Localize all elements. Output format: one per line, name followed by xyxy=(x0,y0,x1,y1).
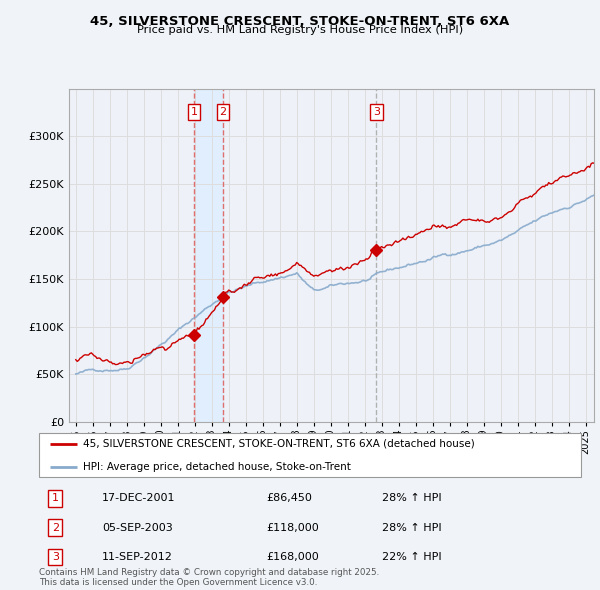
Bar xyxy=(194,88,223,422)
Text: 22% ↑ HPI: 22% ↑ HPI xyxy=(382,552,442,562)
Text: 3: 3 xyxy=(52,552,59,562)
Text: 28% ↑ HPI: 28% ↑ HPI xyxy=(382,493,442,503)
Text: Price paid vs. HM Land Registry's House Price Index (HPI): Price paid vs. HM Land Registry's House … xyxy=(137,25,463,35)
Text: 1: 1 xyxy=(52,493,59,503)
Text: 1: 1 xyxy=(191,107,197,117)
FancyBboxPatch shape xyxy=(39,432,581,477)
Text: £168,000: £168,000 xyxy=(266,552,319,562)
Text: 11-SEP-2012: 11-SEP-2012 xyxy=(102,552,173,562)
Text: 45, SILVERSTONE CRESCENT, STOKE-ON-TRENT, ST6 6XA (detached house): 45, SILVERSTONE CRESCENT, STOKE-ON-TRENT… xyxy=(83,439,475,449)
Text: Contains HM Land Registry data © Crown copyright and database right 2025.
This d: Contains HM Land Registry data © Crown c… xyxy=(39,568,379,587)
Text: 45, SILVERSTONE CRESCENT, STOKE-ON-TRENT, ST6 6XA: 45, SILVERSTONE CRESCENT, STOKE-ON-TRENT… xyxy=(91,15,509,28)
Text: 28% ↑ HPI: 28% ↑ HPI xyxy=(382,523,442,533)
Text: 3: 3 xyxy=(373,107,380,117)
Text: £86,450: £86,450 xyxy=(266,493,313,503)
Text: 2: 2 xyxy=(52,523,59,533)
Text: 05-SEP-2003: 05-SEP-2003 xyxy=(102,523,173,533)
Text: 17-DEC-2001: 17-DEC-2001 xyxy=(102,493,175,503)
Text: HPI: Average price, detached house, Stoke-on-Trent: HPI: Average price, detached house, Stok… xyxy=(83,462,350,472)
Text: 2: 2 xyxy=(220,107,227,117)
Text: £118,000: £118,000 xyxy=(266,523,319,533)
